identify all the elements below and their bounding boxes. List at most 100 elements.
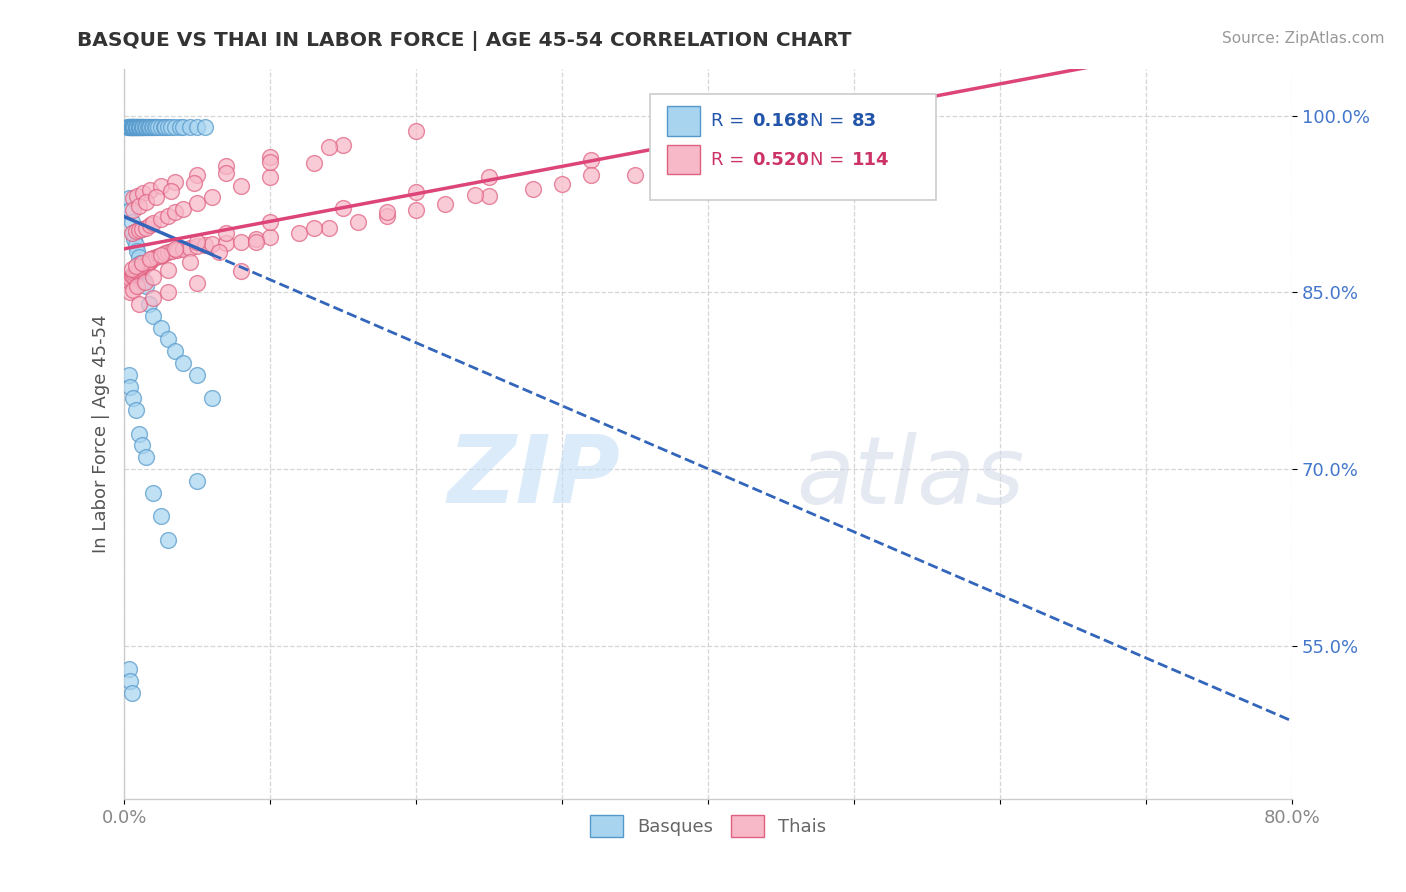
Point <box>186 276 208 290</box>
Point <box>149 247 172 261</box>
Point <box>160 120 183 135</box>
Point <box>157 533 180 547</box>
Point <box>208 245 231 260</box>
Point <box>179 254 201 268</box>
Point <box>136 120 159 135</box>
Point <box>215 166 238 180</box>
Point <box>121 261 143 276</box>
Point <box>183 176 205 190</box>
Point <box>186 368 208 382</box>
Point <box>157 333 180 347</box>
Point <box>139 183 162 197</box>
Point <box>125 260 148 274</box>
Text: atlas: atlas <box>796 432 1024 523</box>
Point <box>125 120 148 135</box>
Point <box>215 159 238 173</box>
Point <box>131 221 153 235</box>
Point <box>162 244 184 259</box>
Point <box>136 256 159 270</box>
Point <box>129 261 152 276</box>
Point <box>259 154 281 169</box>
Text: R =: R = <box>710 112 749 130</box>
Point <box>259 230 281 244</box>
Point <box>139 120 162 135</box>
Point <box>129 120 152 135</box>
Text: 0.520: 0.520 <box>752 151 810 169</box>
Point <box>141 252 163 267</box>
Point <box>288 227 311 241</box>
Point <box>245 232 267 246</box>
Point <box>215 227 238 241</box>
Point <box>120 285 142 300</box>
Point <box>165 175 187 189</box>
Point <box>464 187 486 202</box>
Point <box>215 235 238 250</box>
Point <box>121 120 143 135</box>
Point <box>139 253 162 268</box>
Point <box>318 220 340 235</box>
Point <box>259 169 281 184</box>
Point <box>478 188 501 202</box>
Point <box>142 485 165 500</box>
Point <box>146 120 169 135</box>
Point <box>332 138 354 153</box>
Point <box>128 223 150 237</box>
Point <box>125 238 148 252</box>
Point <box>127 120 149 135</box>
Point <box>122 120 145 135</box>
Point <box>131 120 153 135</box>
Point <box>132 260 155 274</box>
Point <box>157 120 180 135</box>
Point <box>122 120 145 135</box>
Point <box>179 241 201 255</box>
Point <box>145 250 167 264</box>
Point <box>179 120 201 135</box>
Point <box>128 263 150 277</box>
Point <box>135 120 157 135</box>
Text: N =: N = <box>810 112 849 130</box>
FancyBboxPatch shape <box>668 145 700 175</box>
Point <box>129 256 152 270</box>
Point <box>135 194 157 209</box>
Point <box>120 120 142 135</box>
Point <box>121 227 143 241</box>
Point <box>405 124 427 138</box>
Point <box>186 195 208 210</box>
Point <box>165 242 187 256</box>
Text: Source: ZipAtlas.com: Source: ZipAtlas.com <box>1222 31 1385 46</box>
Point <box>128 250 150 264</box>
Point <box>172 356 194 370</box>
Point <box>145 120 167 135</box>
Point <box>117 120 139 135</box>
Point <box>172 242 194 256</box>
Point <box>127 279 149 293</box>
Point <box>201 190 224 204</box>
Point <box>134 258 156 272</box>
Point <box>229 179 252 194</box>
Point <box>131 120 153 135</box>
Point <box>332 201 354 215</box>
Point <box>117 191 139 205</box>
Point <box>122 227 145 241</box>
Point <box>131 438 153 452</box>
Point <box>121 214 143 228</box>
Point <box>405 202 427 217</box>
Point <box>259 214 281 228</box>
Point <box>117 274 139 288</box>
Point <box>229 235 252 249</box>
Point <box>120 674 142 689</box>
Point <box>135 120 157 135</box>
Point <box>434 197 457 211</box>
Point <box>375 205 398 219</box>
Point <box>120 271 142 285</box>
Point <box>128 120 150 135</box>
Point <box>581 168 603 182</box>
Point <box>127 264 149 278</box>
Point <box>149 179 172 194</box>
Point <box>131 260 153 275</box>
Point <box>150 247 173 261</box>
Point <box>149 120 172 135</box>
Point <box>142 120 165 135</box>
Point <box>128 297 150 311</box>
Point <box>124 232 146 246</box>
